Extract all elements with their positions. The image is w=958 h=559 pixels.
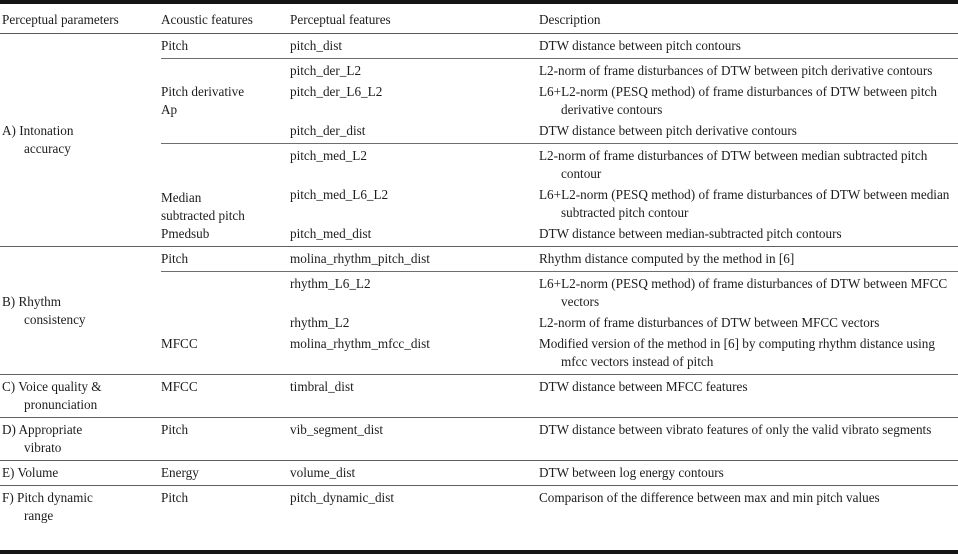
acoustic-subblock: Energy volume_dist DTW between log energ… [161,461,958,485]
feature-row: molina_rhythm_pitch_dist Rhythm distance… [290,250,958,268]
header-perceptual-features: Perceptual features [290,12,391,27]
feature-row: pitch_med_L2 L2-norm of frame disturbanc… [290,147,958,183]
acoustic-feature-label: Energy [161,465,199,480]
feature-row: pitch_med_L6_L2 L6+L2-norm (PESQ method)… [290,186,958,222]
acoustic-subblock: Pitch pitch_dynamic_dist Comparison of t… [161,486,958,510]
feature-description: L2-norm of frame disturbances of DTW bet… [539,315,880,330]
acoustic-feature-label: Pitch [161,490,189,505]
perceptual-parameter-cell: B) Rhythm consistency [0,247,161,374]
acoustic-feature-label: Median subtracted pitch Pmedsub [161,190,245,241]
feature-description: DTW distance between vibrato features of… [539,422,932,437]
acoustic-subblock: Pitch derivative Ap pitch_der_L2 L2-norm… [161,58,958,143]
acoustic-subblock: Pitch molina_rhythm_pitch_dist Rhythm di… [161,247,958,271]
group-rhythm-consistency: B) Rhythm consistency Pitch molina_rhyth… [0,246,958,374]
perceptual-parameter-cell: D) Appropriate vibrato [0,418,161,460]
perceptual-feature-name: timbral_dist [290,379,354,394]
acoustic-subblock: MFCC timbral_dist DTW distance between M… [161,375,958,399]
perceptual-feature-name: rhythm_L6_L2 [290,276,371,291]
perceptual-parameter-cell: F) Pitch dynamic range [0,486,161,528]
acoustic-subblock: Pitch vib_segment_dist DTW distance betw… [161,418,958,442]
group-appropriate-vibrato: D) Appropriate vibrato Pitch vib_segment… [0,417,958,460]
perceptual-feature-name: pitch_der_L2 [290,63,362,78]
feature-description: DTW distance between MFCC features [539,379,748,394]
feature-description: DTW distance between median-subtracted p… [539,226,842,241]
perceptual-parameter-cell: A) Intonation accuracy [0,34,161,246]
feature-row: pitch_med_dist DTW distance between medi… [290,225,958,243]
header-acoustic-features: Acoustic features [161,12,253,27]
group-voice-quality: C) Voice quality & pronunciation MFCC ti… [0,374,958,417]
acoustic-subblock: Median subtracted pitch Pmedsub pitch_me… [161,143,958,246]
perceptual-parameter-label: B) Rhythm consistency [2,293,86,327]
header-perceptual-parameters: Perceptual parameters [2,12,119,27]
acoustic-feature-label: Pitch [161,38,189,53]
feature-row: molina_rhythm_mfcc_dist Modified version… [290,335,958,371]
perceptual-feature-name: pitch_dist [290,38,343,53]
acoustic-subblock: Pitch pitch_dist DTW distance between pi… [161,34,958,58]
perceptual-parameter-cell: C) Voice quality & pronunciation [0,375,161,417]
feature-row: pitch_dynamic_dist Comparison of the dif… [290,489,958,507]
feature-description: L2-norm of frame disturbances of DTW bet… [539,148,928,181]
perceptual-feature-name: molina_rhythm_pitch_dist [290,251,430,266]
table-header-row: Perceptual parameters Acoustic features … [0,4,958,34]
perceptual-feature-name: pitch_med_L2 [290,148,367,163]
acoustic-feature-cell: Pitch [161,418,290,442]
perceptual-feature-name: pitch_med_dist [290,226,372,241]
perceptual-feature-name: volume_dist [290,465,356,480]
group-pitch-dynamic-range: F) Pitch dynamic range Pitch pitch_dynam… [0,485,958,528]
acoustic-feature-cell: Pitch [161,486,290,510]
perceptual-feature-name: pitch_med_L6_L2 [290,187,389,202]
feature-row: pitch_dist DTW distance between pitch co… [290,37,958,55]
feature-row: volume_dist DTW between log energy conto… [290,464,958,482]
perceptual-feature-name: pitch_dynamic_dist [290,490,395,505]
feature-row: rhythm_L2 L2-norm of frame disturbances … [290,314,958,332]
acoustic-feature-cell: MFCC [161,375,290,399]
acoustic-feature-label: Pitch derivative Ap [161,84,245,117]
acoustic-feature-cell: Energy [161,461,290,485]
feature-description: DTW between log energy contours [539,465,724,480]
perceptual-feature-name: pitch_der_L6_L2 [290,84,383,99]
perceptual-parameter-label: E) Volume [2,465,59,480]
acoustic-feature-label: MFCC [161,379,198,394]
perceptual-parameter-label: A) Intonation accuracy [2,123,74,156]
group-volume: E) Volume Energy volume_dist DTW between… [0,460,958,485]
feature-description: L6+L2-norm (PESQ method) of frame distur… [539,276,948,309]
header-description: Description [539,12,601,27]
acoustic-subblock: MFCC rhythm_L6_L2 L6+L2-norm (PESQ metho… [161,271,958,374]
perceptual-parameter-cell: E) Volume [0,461,161,485]
feature-description: DTW distance between pitch contours [539,38,741,53]
acoustic-feature-cell: Pitch derivative Ap [161,59,290,143]
acoustic-feature-label: Pitch [161,422,189,437]
perceptual-feature-name: pitch_der_dist [290,123,366,138]
perceptual-parameter-label: D) Appropriate vibrato [2,422,83,455]
acoustic-feature-label: MFCC [161,336,198,351]
feature-row: pitch_der_dist DTW distance between pitc… [290,122,958,140]
feature-description: Rhythm distance computed by the method i… [539,251,795,266]
table-bottom-rule [0,550,958,554]
perceptual-parameter-label: F) Pitch dynamic range [2,490,93,523]
feature-description: Modified version of the method in [6] by… [539,336,935,369]
feature-row: rhythm_L6_L2 L6+L2-norm (PESQ method) of… [290,275,958,311]
perceptual-parameter-label: C) Voice quality & pronunciation [2,379,102,412]
feature-description: DTW distance between pitch derivative co… [539,123,797,138]
acoustic-feature-cell: Pitch [161,34,290,58]
acoustic-feature-label: Pitch [161,251,189,266]
feature-row: timbral_dist DTW distance between MFCC f… [290,378,958,396]
perceptual-feature-name: molina_rhythm_mfcc_dist [290,336,430,351]
feature-row: pitch_der_L2 L2-norm of frame disturbanc… [290,62,958,80]
perceptual-feature-name: vib_segment_dist [290,422,384,437]
feature-description: L6+L2-norm (PESQ method) of frame distur… [539,84,937,117]
group-intonation-accuracy: A) Intonation accuracy Pitch pitch_dist … [0,34,958,246]
feature-description: L6+L2-norm (PESQ method) of frame distur… [539,187,950,220]
feature-row: vib_segment_dist DTW distance between vi… [290,421,958,439]
feature-description: L2-norm of frame disturbances of DTW bet… [539,63,933,78]
acoustic-feature-cell: Median subtracted pitch Pmedsub [161,144,290,246]
perceptual-feature-name: rhythm_L2 [290,315,350,330]
feature-row: pitch_der_L6_L2 L6+L2-norm (PESQ method)… [290,83,958,119]
feature-description: Comparison of the difference between max… [539,490,880,505]
acoustic-feature-cell: MFCC [161,272,290,374]
acoustic-feature-cell: Pitch [161,247,290,271]
